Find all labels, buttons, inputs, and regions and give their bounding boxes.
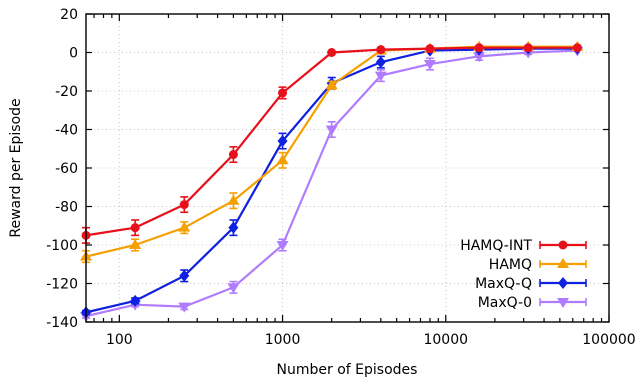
tick-layer: 20 0 -20 -40 -60 -80 -100 -120 -140 100 1000 10000 1… bbox=[46, 7, 636, 348]
data-point bbox=[276, 154, 289, 165]
data-point bbox=[572, 43, 582, 53]
y-tick-label: -100 bbox=[46, 238, 78, 254]
data-point bbox=[278, 88, 288, 98]
x-tick-label: 100000 bbox=[582, 332, 635, 348]
y-tick-label: -120 bbox=[46, 277, 78, 293]
x-tick-label: 100 bbox=[106, 332, 133, 348]
legend: HAMQ-INT HAMQ MaxQ-Q MaxQ-0 bbox=[460, 238, 587, 311]
legend-marker bbox=[558, 277, 568, 289]
data-point bbox=[228, 150, 238, 160]
data-point bbox=[130, 223, 140, 233]
legend-label: MaxQ-0 bbox=[478, 295, 532, 311]
data-point bbox=[325, 125, 338, 136]
series-hamq bbox=[80, 40, 584, 264]
legend-item: MaxQ-0 bbox=[478, 295, 587, 311]
x-tick-label: 10000 bbox=[423, 332, 468, 348]
legend-marker bbox=[558, 240, 568, 250]
y-tick-label: -140 bbox=[46, 315, 78, 331]
y-tick-label: -80 bbox=[55, 200, 78, 216]
legend-item: HAMQ-INT bbox=[460, 238, 587, 254]
legend-label: HAMQ bbox=[489, 257, 532, 273]
y-tick-label: -40 bbox=[55, 123, 78, 139]
legend-item: HAMQ bbox=[489, 257, 587, 273]
data-point bbox=[129, 239, 142, 249]
data-point bbox=[423, 60, 436, 71]
data-point bbox=[227, 283, 240, 294]
data-point bbox=[474, 43, 484, 53]
y-tick-label: -20 bbox=[55, 84, 78, 100]
legend-item: MaxQ-Q bbox=[475, 276, 587, 292]
x-tick-label: 1000 bbox=[265, 332, 301, 348]
legend-label: HAMQ-INT bbox=[460, 238, 532, 254]
series-hamq-int bbox=[81, 43, 582, 244]
data-point bbox=[178, 221, 191, 232]
data-point bbox=[276, 241, 289, 251]
legend-label: MaxQ-Q bbox=[475, 276, 532, 292]
legend-marker bbox=[557, 258, 569, 268]
data-point bbox=[277, 135, 288, 148]
y-tick-label: -60 bbox=[55, 161, 78, 177]
series-line bbox=[85, 46, 578, 237]
data-point bbox=[375, 56, 386, 69]
x-axis-title: Number of Episodes bbox=[277, 362, 418, 378]
data-point bbox=[179, 200, 189, 210]
series-layer bbox=[80, 40, 584, 323]
grid-layer bbox=[86, 14, 609, 322]
data-point bbox=[228, 221, 239, 234]
data-point bbox=[130, 294, 141, 307]
y-tick-label: 20 bbox=[60, 7, 78, 23]
data-point bbox=[425, 44, 435, 54]
data-point bbox=[327, 48, 337, 57]
data-point bbox=[376, 45, 386, 55]
data-point bbox=[523, 43, 533, 53]
data-point bbox=[227, 194, 240, 205]
data-point bbox=[325, 79, 338, 90]
data-point bbox=[178, 302, 191, 313]
data-point bbox=[374, 71, 387, 82]
legend-marker bbox=[557, 298, 569, 308]
y-axis-title: Reward per Episode bbox=[8, 98, 24, 237]
y-tick-label: 0 bbox=[69, 46, 78, 62]
data-point bbox=[179, 269, 190, 282]
data-point bbox=[473, 52, 486, 63]
